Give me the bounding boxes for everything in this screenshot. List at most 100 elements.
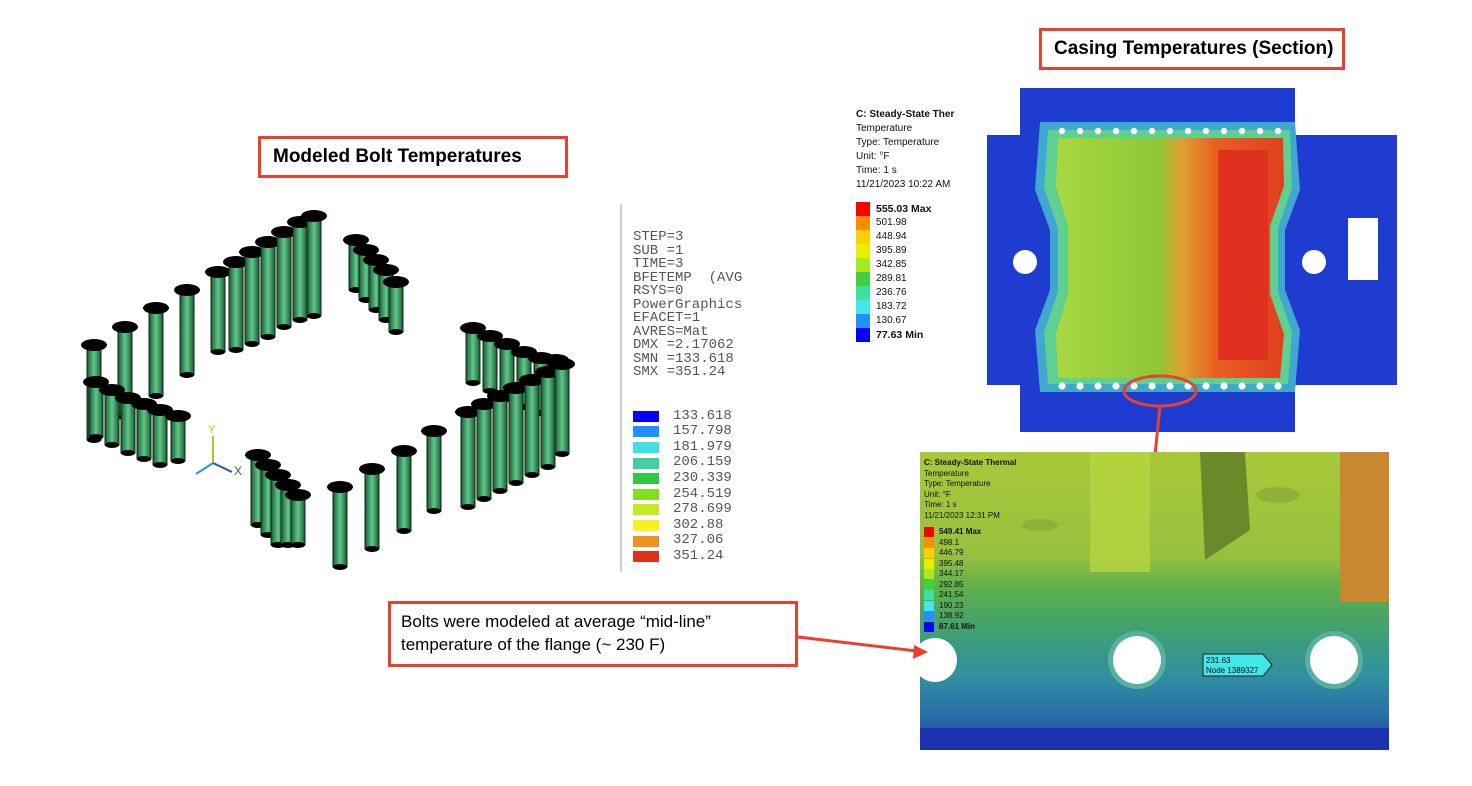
bolt bbox=[99, 384, 125, 448]
bolt bbox=[503, 382, 529, 486]
bolt-hole bbox=[1094, 127, 1102, 135]
ansys-header-line: SMX =351.24 bbox=[633, 364, 726, 380]
legend-scale-row: 395.48 bbox=[924, 559, 1016, 570]
bolt-hole bbox=[1130, 127, 1138, 135]
bolt bbox=[391, 445, 417, 534]
bolt-hole bbox=[1148, 382, 1156, 390]
scale-value: 254.519 bbox=[673, 485, 732, 502]
legend-scale-row: 138.92 bbox=[924, 611, 1016, 622]
scale-swatch bbox=[924, 600, 934, 611]
bolt bbox=[205, 266, 231, 355]
bolt bbox=[285, 489, 311, 548]
bolt-hole bbox=[1238, 127, 1246, 135]
scale-swatch bbox=[633, 473, 659, 485]
scale-swatch bbox=[633, 488, 659, 500]
bolt-hole bbox=[1094, 382, 1102, 390]
triad-y-label: Y bbox=[208, 424, 216, 436]
bolt-hole bbox=[1220, 127, 1228, 135]
bolt bbox=[147, 404, 173, 468]
legend-scale-row: 448.94 bbox=[856, 230, 954, 244]
scale-swatch bbox=[856, 300, 870, 314]
scale-swatch bbox=[856, 272, 870, 286]
bolt-assembly bbox=[81, 210, 575, 570]
bolt-hole bbox=[1130, 382, 1138, 390]
ansys-header-line: TIME=3 bbox=[633, 256, 684, 272]
scale-swatch bbox=[924, 548, 934, 559]
scale-swatch bbox=[633, 410, 659, 422]
bolt bbox=[460, 322, 486, 386]
bolt-hole bbox=[1202, 127, 1210, 135]
scale-value: 278.699 bbox=[673, 501, 732, 518]
bolt-hole bbox=[1112, 382, 1120, 390]
scale-swatch bbox=[856, 244, 870, 258]
scale-swatch bbox=[856, 216, 870, 230]
scale-value: 130.67 bbox=[876, 315, 907, 326]
scale-swatch bbox=[856, 328, 870, 342]
scale-value: 446.79 bbox=[939, 548, 964, 557]
ansys-scale-row: 254.519 bbox=[633, 486, 742, 502]
ansys-scale-row: 327.06 bbox=[633, 533, 742, 549]
legend-header-line: C: Steady-State Thermal bbox=[924, 458, 1017, 467]
ansys-header: STEP=3 SUB =1 TIME=3 BFETEMP (AVG RSYS=0 Powe… bbox=[633, 230, 743, 380]
legend-scale-row: 446.79 bbox=[924, 548, 1016, 559]
bolt bbox=[519, 374, 545, 478]
ansys-header-line: AVRES=Mat bbox=[633, 323, 709, 340]
scale-swatch bbox=[856, 202, 870, 216]
scale-value: 241.54 bbox=[939, 590, 964, 599]
ansys-header-line: RSYS=0 bbox=[633, 283, 684, 299]
bolt bbox=[301, 210, 327, 319]
scale-value: 448.94 bbox=[876, 231, 907, 242]
legend-scale-row: 498.1 bbox=[924, 538, 1016, 549]
legend-scale-row: 342.85 bbox=[856, 258, 954, 272]
bolt bbox=[455, 406, 481, 510]
scale-value: 395.48 bbox=[939, 558, 964, 568]
note-line-1: Bolts were modeled at average “mid-line” bbox=[401, 612, 711, 631]
ansys-scale-row: 133.618 bbox=[633, 409, 742, 425]
bolt-hole bbox=[1256, 382, 1264, 390]
bolt-hole bbox=[1202, 382, 1210, 390]
bolt bbox=[549, 358, 575, 457]
scale-value: 344.17 bbox=[939, 569, 964, 578]
legend-header-line: Type: Temperature bbox=[924, 479, 991, 488]
legend-header-line: Temperature bbox=[856, 123, 913, 134]
probe-label: 231.63 Node 1389327 bbox=[1202, 653, 1273, 677]
axis-triad bbox=[195, 436, 233, 475]
legend-header-line: 11/21/2023 12:31 PM bbox=[924, 510, 1000, 520]
ansys-scale-row: 230.339 bbox=[633, 471, 742, 487]
note-arrow bbox=[797, 635, 926, 654]
scale-swatch bbox=[633, 441, 659, 453]
scale-value: 236.76 bbox=[876, 287, 907, 298]
scale-value: 395.89 bbox=[876, 245, 907, 256]
bolt bbox=[174, 284, 200, 378]
scale-swatch bbox=[924, 537, 934, 548]
scale-swatch bbox=[924, 558, 934, 569]
probe-value: 231.63 bbox=[1206, 656, 1231, 665]
legend-header-line: Time: 1 s bbox=[856, 165, 897, 176]
bolt-hole bbox=[1058, 127, 1066, 135]
scale-value: 181.979 bbox=[673, 438, 732, 455]
legend-header-line: Type: Temperature bbox=[856, 137, 940, 148]
scale-swatch bbox=[633, 457, 659, 469]
casing-temperatures-title: Casing Temperatures (Section) bbox=[1039, 28, 1345, 70]
triad-x-label: X bbox=[234, 464, 243, 478]
bolt-hole bbox=[1238, 382, 1246, 390]
ansys-scale-row: 206.159 bbox=[633, 455, 742, 471]
ansys-scale-row: 278.699 bbox=[633, 502, 742, 518]
bolt bbox=[421, 425, 447, 514]
scale-value: 289.81 bbox=[876, 273, 907, 284]
legend-header-line: Unit: °F bbox=[924, 489, 951, 499]
scale-swatch bbox=[856, 314, 870, 328]
ansys-legend: STEP=3 SUB =1 TIME=3 BFETEMP (AVG RSYS=0 Powe… bbox=[633, 204, 742, 578]
scale-value: 292.85 bbox=[939, 579, 964, 589]
legend-header-line: Time: 1 s bbox=[924, 500, 957, 509]
scale-swatch bbox=[856, 286, 870, 300]
legend-scale-row: 236.76 bbox=[856, 286, 954, 300]
ansys-contour-scale: 133.618 157.798 181.979 206.159 230.339 254.5… bbox=[633, 409, 742, 565]
scale-swatch bbox=[924, 579, 934, 590]
bolt bbox=[477, 330, 503, 394]
ansys-header-line: BFETEMP (AVG bbox=[633, 269, 743, 286]
scale-swatch bbox=[856, 258, 870, 272]
casing-max-label: 555.03 Max bbox=[876, 203, 932, 215]
scale-swatch bbox=[856, 230, 870, 244]
scale-value: 302.88 bbox=[673, 516, 724, 533]
